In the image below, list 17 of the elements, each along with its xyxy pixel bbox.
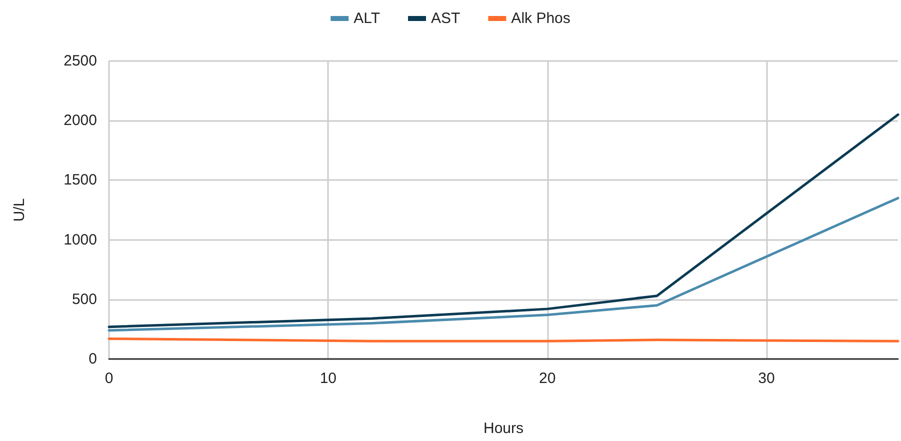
y-tick-label: 1000 (64, 231, 97, 248)
y-tick-label: 2500 (64, 52, 97, 70)
x-tick-label: 20 (538, 370, 556, 387)
x-tick-label: 0 (104, 370, 114, 387)
x-tick-label: 10 (320, 370, 337, 387)
legend-label: Alk Phos (511, 10, 570, 27)
y-tick-label: 2000 (64, 112, 97, 130)
legend-label: ALT (354, 10, 380, 27)
y-tick-label: 0 (88, 350, 97, 368)
line-series (108, 196, 900, 332)
x-tick-label: 30 (758, 370, 775, 387)
y-tick-label: 500 (72, 290, 97, 308)
y-tick-label: 1500 (64, 172, 97, 189)
line-series (108, 113, 900, 328)
y-axis-title: U/L (11, 198, 28, 222)
legend-label: AST (431, 10, 460, 27)
x-axis-title: Hours (483, 420, 524, 437)
